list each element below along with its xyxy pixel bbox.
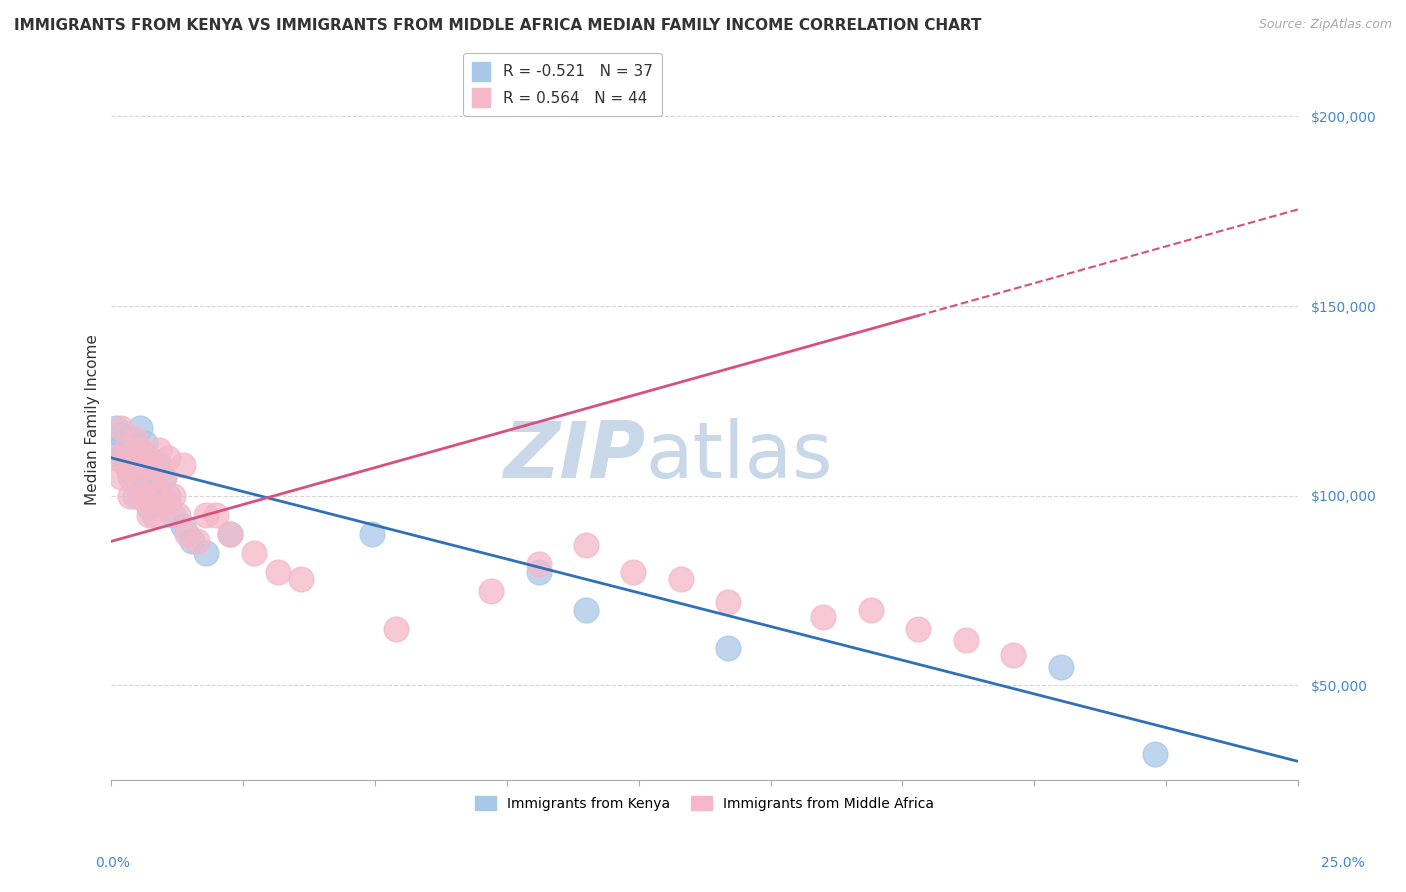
Point: [204, 508, 226, 522]
Point: [134, 489, 156, 503]
Point: [1049, 659, 1071, 673]
Point: [717, 640, 740, 655]
Point: [152, 470, 174, 484]
Point: [813, 610, 835, 624]
Text: 0.0%: 0.0%: [96, 855, 129, 870]
Point: [120, 462, 142, 476]
Point: [138, 474, 160, 488]
Point: [162, 508, 184, 522]
Point: [148, 489, 170, 503]
Point: [527, 565, 550, 579]
Point: [143, 458, 166, 473]
Point: [143, 470, 166, 484]
Point: [110, 420, 132, 434]
Point: [128, 470, 150, 484]
Point: [110, 450, 132, 465]
Text: Source: ZipAtlas.com: Source: ZipAtlas.com: [1258, 18, 1392, 31]
Point: [128, 489, 150, 503]
Y-axis label: Median Family Income: Median Family Income: [86, 334, 100, 506]
Point: [955, 632, 977, 647]
Text: atlas: atlas: [645, 418, 832, 494]
Point: [138, 450, 160, 465]
Point: [186, 534, 208, 549]
Point: [181, 534, 204, 549]
Point: [166, 508, 188, 522]
Point: [110, 470, 132, 484]
Point: [219, 526, 242, 541]
Point: [134, 458, 156, 473]
Point: [128, 443, 150, 458]
Point: [290, 572, 312, 586]
Point: [110, 428, 132, 442]
Point: [361, 526, 384, 541]
Point: [124, 470, 146, 484]
Point: [143, 508, 166, 522]
Point: [120, 432, 142, 446]
Point: [143, 489, 166, 503]
Point: [195, 508, 218, 522]
Point: [134, 481, 156, 495]
Point: [120, 470, 142, 484]
Point: [575, 602, 598, 616]
Point: [623, 565, 645, 579]
Point: [134, 435, 156, 450]
Point: [124, 432, 146, 446]
Point: [859, 602, 882, 616]
Point: [717, 595, 740, 609]
Point: [134, 450, 156, 465]
Point: [114, 443, 136, 458]
Point: [479, 583, 502, 598]
Point: [120, 489, 142, 503]
Text: IMMIGRANTS FROM KENYA VS IMMIGRANTS FROM MIDDLE AFRICA MEDIAN FAMILY INCOME CORR: IMMIGRANTS FROM KENYA VS IMMIGRANTS FROM…: [14, 18, 981, 33]
Point: [157, 496, 180, 510]
Point: [172, 458, 194, 473]
Point: [176, 526, 198, 541]
Point: [148, 443, 170, 458]
Point: [124, 458, 146, 473]
Point: [907, 622, 929, 636]
Point: [105, 420, 128, 434]
Point: [266, 565, 288, 579]
Point: [1002, 648, 1025, 662]
Point: [195, 546, 218, 560]
Point: [128, 420, 150, 434]
Point: [162, 489, 184, 503]
Point: [128, 443, 150, 458]
Point: [172, 519, 194, 533]
Point: [527, 557, 550, 571]
Point: [124, 440, 146, 454]
Point: [105, 450, 128, 465]
Point: [105, 440, 128, 454]
Point: [157, 489, 180, 503]
Point: [575, 538, 598, 552]
Point: [114, 458, 136, 473]
Point: [148, 496, 170, 510]
Legend: Immigrants from Kenya, Immigrants from Middle Africa: Immigrants from Kenya, Immigrants from M…: [470, 790, 939, 816]
Text: ZIP: ZIP: [503, 418, 645, 494]
Point: [138, 500, 160, 515]
Point: [152, 470, 174, 484]
Point: [148, 458, 170, 473]
Point: [219, 526, 242, 541]
Point: [157, 450, 180, 465]
Point: [114, 443, 136, 458]
Text: 25.0%: 25.0%: [1320, 855, 1365, 870]
Point: [669, 572, 692, 586]
Point: [138, 508, 160, 522]
Point: [243, 546, 266, 560]
Point: [1144, 747, 1167, 761]
Point: [138, 458, 160, 473]
Point: [124, 489, 146, 503]
Point: [385, 622, 408, 636]
